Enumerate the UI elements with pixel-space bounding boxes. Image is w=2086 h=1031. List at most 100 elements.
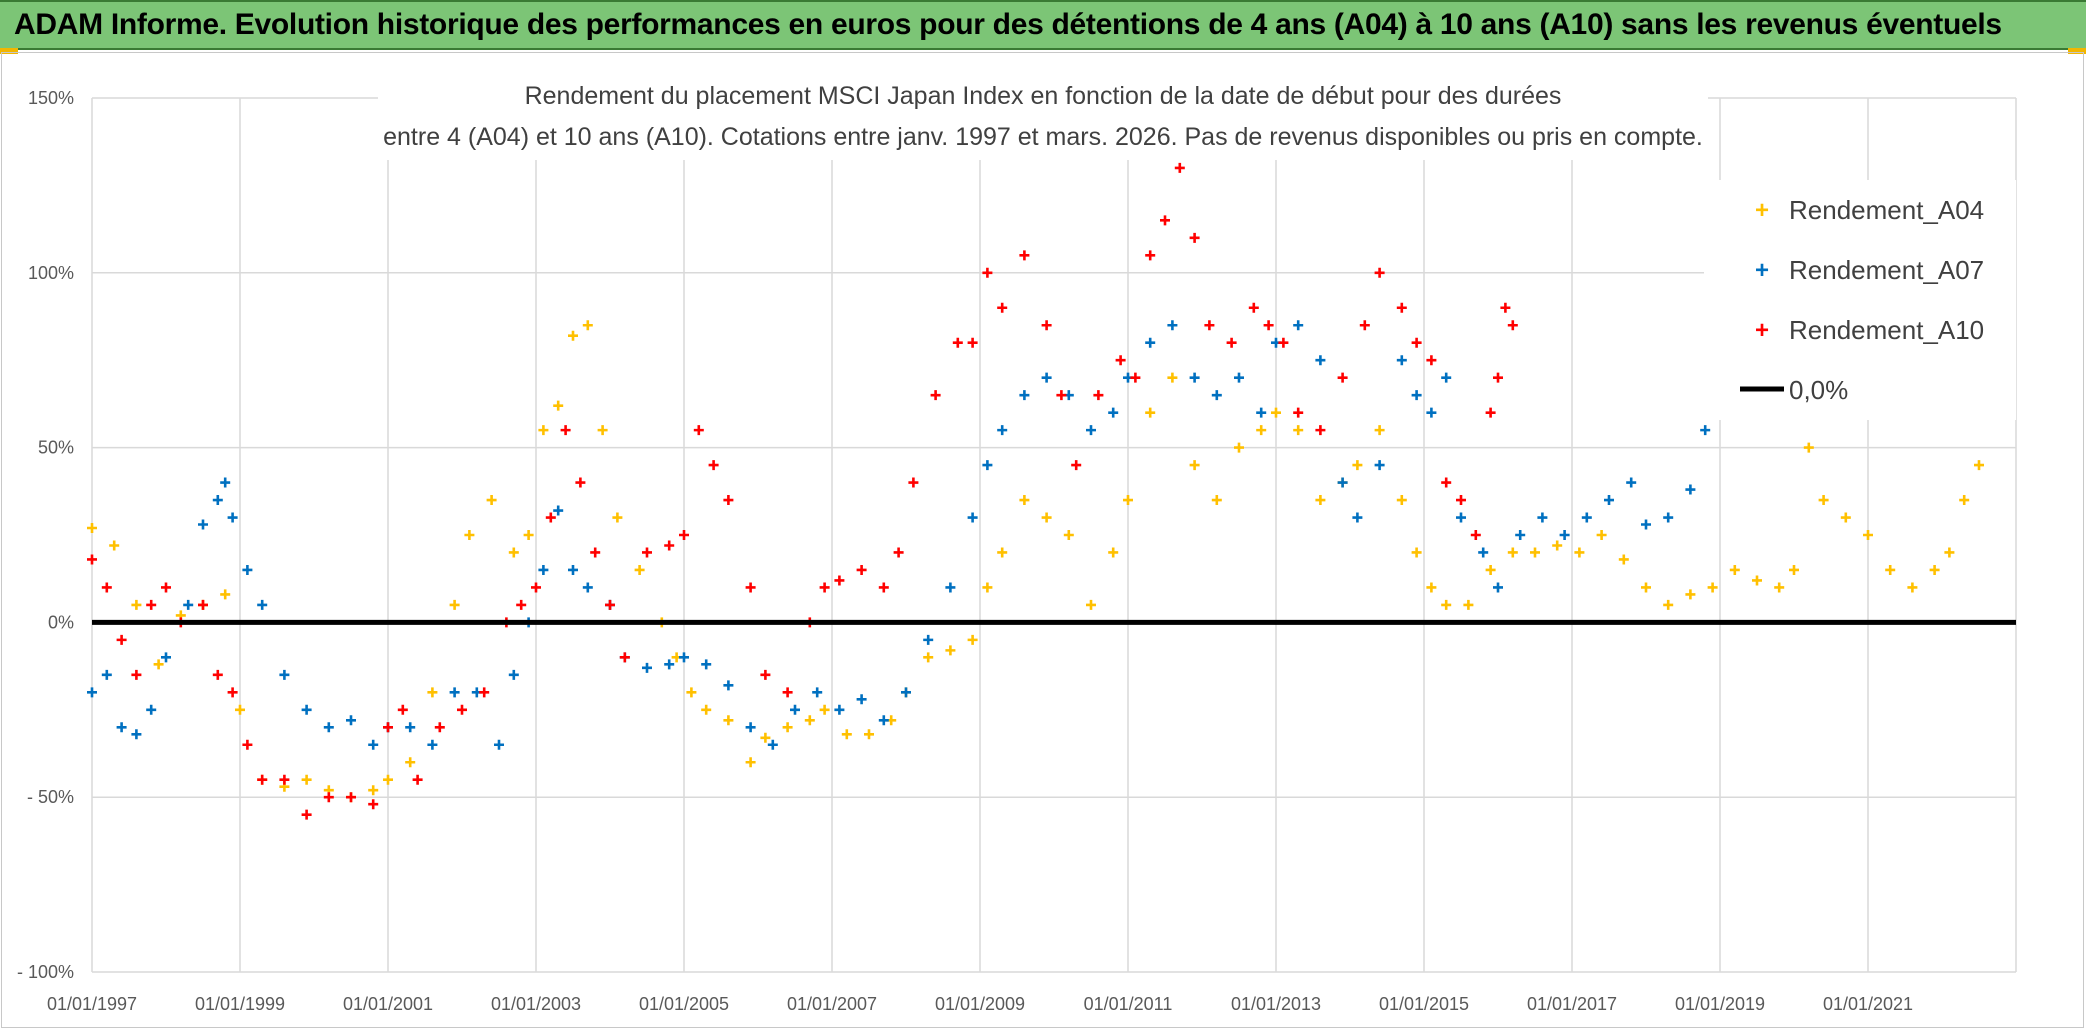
y-tick-label: - 50%	[27, 787, 74, 807]
data-point	[1803, 442, 1814, 453]
data-point	[997, 302, 1008, 313]
data-point	[878, 715, 889, 726]
data-point	[257, 774, 268, 785]
data-point	[1374, 460, 1385, 471]
data-point	[131, 729, 142, 740]
data-point	[967, 337, 978, 348]
data-point	[619, 652, 630, 663]
x-tick-label: 01/01/2003	[491, 994, 581, 1014]
data-point	[642, 662, 652, 673]
data-point	[368, 799, 379, 810]
data-point	[146, 599, 157, 610]
data-point	[1929, 564, 1940, 575]
data-point	[1493, 372, 1503, 383]
report-title: ADAM Informe. Evolution historique des p…	[14, 8, 2002, 41]
data-point	[508, 547, 519, 558]
y-tick-label: 100%	[28, 263, 74, 283]
chart-title-line1: Rendement du placement MSCI Japan Index …	[525, 82, 1562, 110]
data-point	[545, 512, 556, 523]
data-point	[1189, 232, 1200, 243]
data-point	[1337, 477, 1348, 488]
data-point	[1456, 512, 1466, 523]
data-point	[494, 739, 504, 750]
data-point	[1441, 477, 1452, 488]
data-point	[834, 704, 845, 715]
x-tick-label: 01/01/2019	[1675, 994, 1765, 1014]
data-point	[686, 687, 697, 698]
data-point	[323, 792, 334, 803]
data-point	[538, 425, 549, 436]
data-point	[1041, 512, 1052, 523]
data-point	[760, 669, 771, 680]
data-point	[257, 599, 268, 610]
data-point	[723, 680, 734, 691]
data-point	[560, 425, 571, 436]
chart-frame	[1, 52, 2084, 1028]
data-point	[1189, 372, 1200, 383]
data-point	[198, 599, 208, 610]
data-point	[1211, 495, 1222, 506]
data-point	[1530, 547, 1540, 558]
data-point	[782, 722, 793, 733]
data-point	[642, 547, 652, 558]
data-point	[575, 477, 586, 488]
data-point	[878, 582, 889, 593]
series-a10	[87, 162, 1518, 820]
y-axis: 150% 100% 50% 0% - 50% - 100%	[17, 88, 74, 982]
x-tick-label: 01/01/1999	[195, 994, 285, 1014]
data-point	[1729, 564, 1740, 575]
data-point	[590, 547, 601, 558]
x-tick-label: 01/01/2009	[935, 994, 1025, 1014]
data-point	[220, 477, 231, 488]
data-point	[1700, 425, 1711, 436]
data-point	[701, 659, 712, 670]
data-point	[1959, 495, 1970, 506]
data-point	[767, 739, 778, 750]
data-point	[701, 704, 712, 715]
data-point	[1019, 495, 1030, 506]
data-point	[1604, 495, 1614, 506]
data-point	[856, 694, 867, 705]
data-point	[161, 582, 171, 593]
data-point	[1470, 530, 1481, 540]
chart-title-box	[378, 78, 1708, 160]
data-point	[198, 519, 208, 530]
data-point	[301, 809, 312, 820]
data-point	[1145, 250, 1156, 261]
data-point	[1130, 372, 1141, 383]
data-point	[1478, 547, 1489, 558]
data-point	[1352, 512, 1363, 523]
y-tick-label: 50%	[38, 438, 74, 458]
data-point	[531, 582, 541, 593]
data-point	[1663, 599, 1674, 610]
data-point	[568, 330, 578, 341]
data-point	[1411, 390, 1422, 401]
data-point	[1359, 320, 1370, 331]
data-point	[1426, 407, 1437, 418]
data-point	[87, 554, 97, 565]
data-point	[605, 599, 615, 610]
x-tick-label: 01/01/2013	[1231, 994, 1321, 1014]
data-point	[582, 582, 593, 593]
title-banner: ADAM Informe. Evolution historique des p…	[0, 0, 2086, 50]
data-point	[834, 575, 845, 586]
data-point	[1293, 425, 1304, 436]
data-point	[1271, 407, 1281, 418]
data-point	[664, 659, 675, 670]
data-point	[901, 687, 911, 698]
data-point	[1315, 425, 1326, 436]
data-point	[967, 512, 978, 523]
data-point	[708, 460, 719, 471]
data-point	[1204, 320, 1215, 331]
data-point	[235, 704, 245, 715]
data-point	[1315, 355, 1326, 366]
data-point	[982, 582, 993, 593]
data-point	[1507, 320, 1518, 331]
data-point	[1789, 564, 1799, 575]
data-point	[923, 634, 934, 645]
data-point	[1485, 407, 1496, 418]
data-point	[952, 337, 963, 348]
data-point	[1507, 547, 1518, 558]
data-point	[1041, 372, 1052, 383]
data-point	[1086, 425, 1096, 436]
